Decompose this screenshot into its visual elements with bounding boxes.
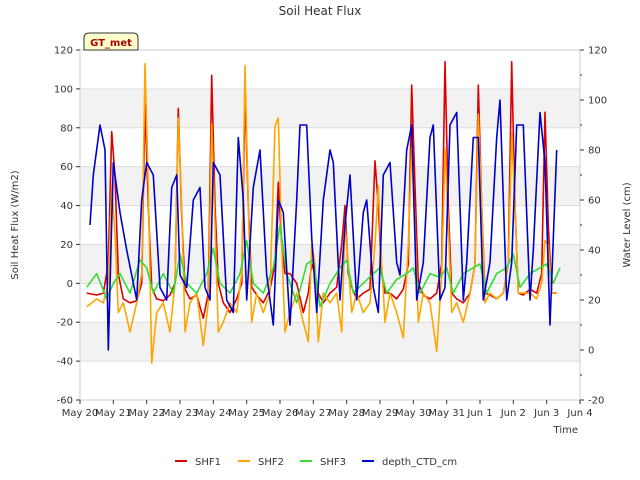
- x-tick-label: May 25: [228, 408, 265, 419]
- left-tick-label: 40: [60, 201, 73, 212]
- series-line-depth-ctd-cm: [89, 99, 558, 351]
- band-shade: [80, 88, 580, 128]
- x-tick-label: May 31: [428, 408, 465, 419]
- left-tick-label: 100: [54, 84, 73, 95]
- x-tick-label: Jun 4: [566, 408, 592, 419]
- right-axis-title: Water Level (cm): [622, 182, 633, 267]
- station-badge-shape: [83, 32, 139, 51]
- x-tick-label: Jun 2: [500, 408, 526, 419]
- left-tick-label: -40: [57, 357, 73, 368]
- left-tick-label: 120: [54, 46, 73, 57]
- legend-label: depth_CTD_cm: [382, 457, 457, 468]
- x-tick-label: May 29: [362, 408, 399, 419]
- x-tick-label: May 28: [328, 408, 365, 419]
- right-axis-ticks: -20 0 20 40 60 80 100 120: [580, 46, 607, 407]
- band-shade: [80, 322, 580, 362]
- right-tick-label: 120: [588, 46, 607, 57]
- station-badge-label: GT_met: [90, 38, 132, 49]
- left-tick-label: -20: [57, 318, 73, 329]
- series-layer: [86, 60, 561, 364]
- right-tick-label: 80: [588, 146, 601, 157]
- left-tick-label: -60: [57, 396, 73, 407]
- left-tick-label: 80: [60, 123, 73, 134]
- chart-title: Soil Heat Flux: [279, 4, 362, 18]
- legend-label: SHF3: [320, 457, 346, 468]
- x-tick-label: May 20: [62, 408, 99, 419]
- band-shade: [80, 166, 580, 206]
- series-line-shf2: [86, 62, 557, 364]
- x-tick-label: May 23: [162, 408, 199, 419]
- x-tick-label: Jun 3: [533, 408, 559, 419]
- x-axis-title: Time: [553, 425, 578, 436]
- x-tick-label: May 22: [128, 408, 165, 419]
- legend-label: SHF2: [258, 457, 284, 468]
- x-tick-label: May 30: [395, 408, 432, 419]
- band-shade: [80, 244, 580, 284]
- station-badge: GT_met: [83, 32, 139, 51]
- left-axis-ticks: -60 -40 -20 0 20 40 60 80 100 120: [54, 46, 80, 407]
- right-tick-label: 60: [588, 196, 601, 207]
- legend-label: SHF1: [195, 457, 221, 468]
- x-tick-label: May 27: [295, 408, 332, 419]
- right-tick-label: 20: [588, 296, 601, 307]
- x-tick-label: Jun 1: [466, 408, 492, 419]
- left-tick-label: 60: [60, 162, 73, 173]
- legend: SHF1 SHF2 SHF3 depth_CTD_cm: [175, 457, 457, 468]
- right-tick-label: -20: [588, 396, 604, 407]
- background-bands: [80, 88, 580, 362]
- left-axis-title: Soil Heat Flux (W/m2): [10, 170, 21, 279]
- right-tick-label: 0: [588, 346, 594, 357]
- x-tick-label: May 24: [195, 408, 232, 419]
- left-tick-label: 0: [67, 279, 73, 290]
- right-tick-label: 100: [588, 96, 607, 107]
- x-tick-label: May 26: [262, 408, 299, 419]
- x-tick-label: May 21: [95, 408, 132, 419]
- right-tick-label: 40: [588, 246, 601, 257]
- left-tick-label: 20: [60, 240, 73, 251]
